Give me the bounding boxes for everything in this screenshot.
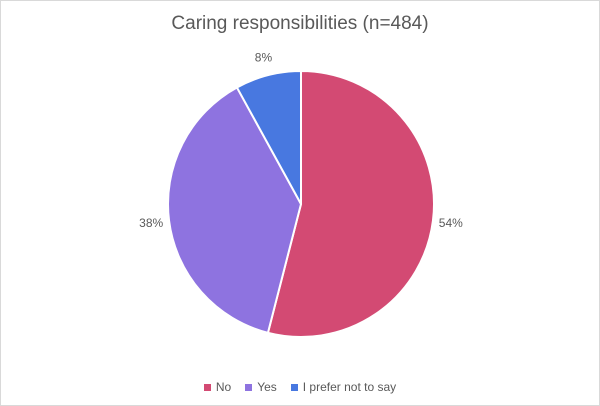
legend-swatch bbox=[203, 383, 211, 391]
pie-slice-yes bbox=[167, 86, 303, 335]
legend-label: I prefer not to say bbox=[302, 380, 397, 394]
chart-legend: No Yes I prefer not to say bbox=[1, 380, 599, 394]
legend-swatch bbox=[290, 383, 298, 391]
data-label-no: 54% bbox=[439, 216, 463, 230]
legend-label: Yes bbox=[257, 380, 277, 394]
legend-item-no: No bbox=[203, 380, 232, 394]
legend-label: No bbox=[215, 380, 232, 394]
data-label-i-prefer-not-to-say: 8% bbox=[255, 51, 273, 65]
legend-item-yes: Yes bbox=[245, 380, 277, 394]
chart-title: Caring responsibilities (n=484) bbox=[171, 13, 429, 34]
pie-slice-i-prefer-not-to-say bbox=[235, 69, 302, 205]
legend-swatch bbox=[245, 383, 253, 391]
data-label-yes: 38% bbox=[139, 216, 163, 230]
pie-slice-no bbox=[266, 69, 435, 338]
legend-item-i-prefer-not-to-say: I prefer not to say bbox=[290, 380, 397, 394]
